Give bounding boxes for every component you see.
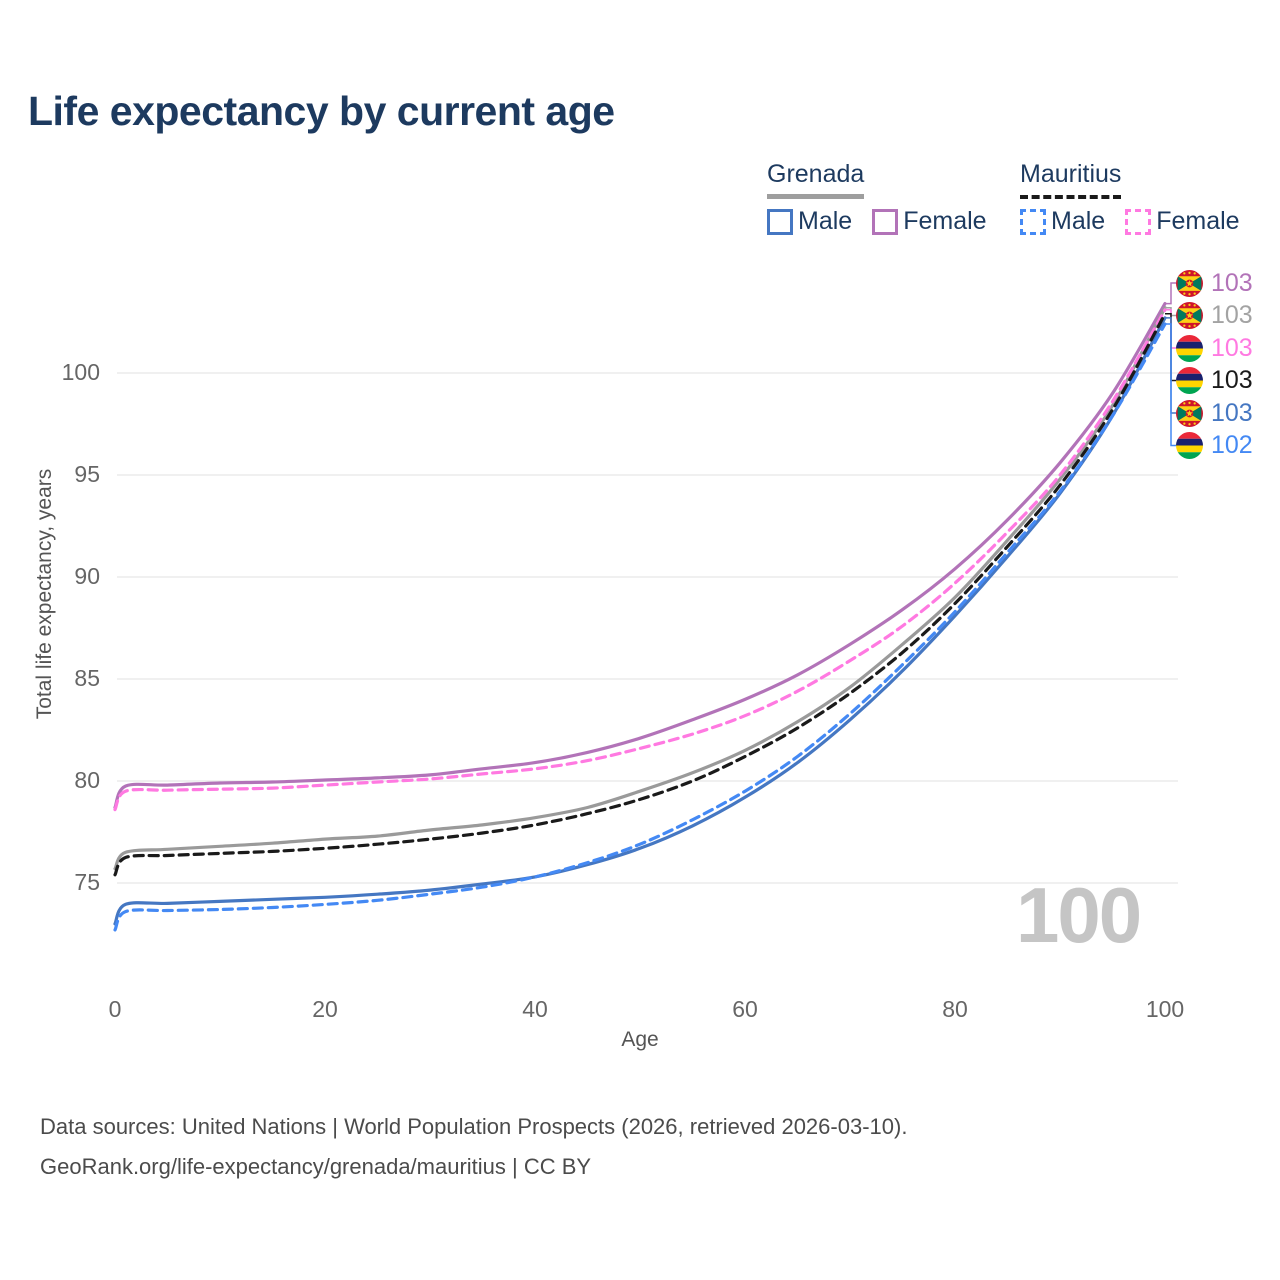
leader-line-grenada-female [1165,282,1176,305]
x-tick-label: 80 [942,996,968,1022]
legend-country-grenada: Grenada [767,160,865,199]
grenada-flag-icon [1176,302,1203,329]
end-label-value: 103 [1211,398,1253,427]
y-tick-label: 95 [74,461,100,487]
legend-swatch-mauritius-male-icon [1020,208,1046,235]
y-tick-label: 100 [61,359,100,385]
end-label-row-mauritius-total: 103 [1176,367,1253,394]
footer: Data sources: United Nations | World Pop… [40,1107,907,1187]
legend-group-mauritius: Mauritius Male Female [1020,160,1240,236]
end-label-row-mauritius-male: 102 [1176,432,1253,459]
legend-item-mauritius-male: Male [1020,207,1105,236]
series-line-grenada-male [113,316,1167,926]
legend-label-grenada-female: Female [903,207,987,235]
age-indicator-watermark: 100 [1016,871,1142,959]
legend-label-mauritius-female: Female [1156,207,1240,235]
end-label-row-grenada-male: 103 [1176,398,1253,427]
grenada-flag-icon [1176,269,1203,297]
y-tick-label: 80 [74,767,100,793]
end-label-value: 103 [1211,268,1253,297]
series-line-grenada-total [113,306,1167,871]
legend-item-grenada-female: Female [872,207,987,236]
end-label-value: 103 [1211,301,1253,329]
y-tick-label: 85 [74,665,100,691]
legend-item-grenada-male: Male [767,207,852,236]
leader-line-mauritius-male [1165,323,1176,447]
y-tick-label: 90 [74,563,100,589]
x-tick-label: 100 [1145,996,1185,1022]
footer-attribution: GeoRank.org/life-expectancy/grenada/maur… [40,1154,592,1179]
end-label-row-mauritius-female: 103 [1176,333,1253,362]
mauritius-flag-icon [1176,334,1203,362]
grenada-flag-icon [1176,399,1203,427]
legend-item-mauritius-female: Female [1125,207,1240,236]
legend-swatch-grenada-female-icon [872,208,899,235]
end-label-value: 103 [1211,333,1253,362]
series-line-mauritius-total [113,312,1167,877]
series-line-mauritius-male [113,322,1167,932]
legend-swatch-grenada-male-icon [767,208,793,235]
x-tick-label: 40 [522,996,548,1022]
end-label-row-grenada-female: 103 [1176,268,1253,297]
legend-swatch-mauritius-female-icon [1125,208,1152,235]
series-line-grenada-female [113,302,1167,810]
end-label-value: 102 [1211,431,1253,459]
legend-group-grenada: Grenada Male Female [767,160,987,236]
legend-country-mauritius: Mauritius [1020,160,1122,199]
end-label-row-grenada-total: 103 [1176,302,1253,329]
x-tick-label: 20 [312,996,338,1022]
x-axis-title: Age [621,1028,659,1051]
chart-title: Life expectancy by current age [28,88,615,134]
footer-sources: Data sources: United Nations | World Pop… [40,1114,908,1139]
mauritius-flag-icon [1176,432,1203,459]
legend-label-mauritius-male: Male [1051,207,1106,235]
x-tick-label: 60 [732,996,758,1022]
mauritius-flag-icon [1176,367,1203,394]
end-label-value: 103 [1211,366,1253,394]
x-tick-label: 0 [108,996,122,1022]
series-line-mauritius-female [113,308,1167,812]
legend-label-grenada-male: Male [798,207,853,235]
y-tick-label: 75 [74,869,100,895]
